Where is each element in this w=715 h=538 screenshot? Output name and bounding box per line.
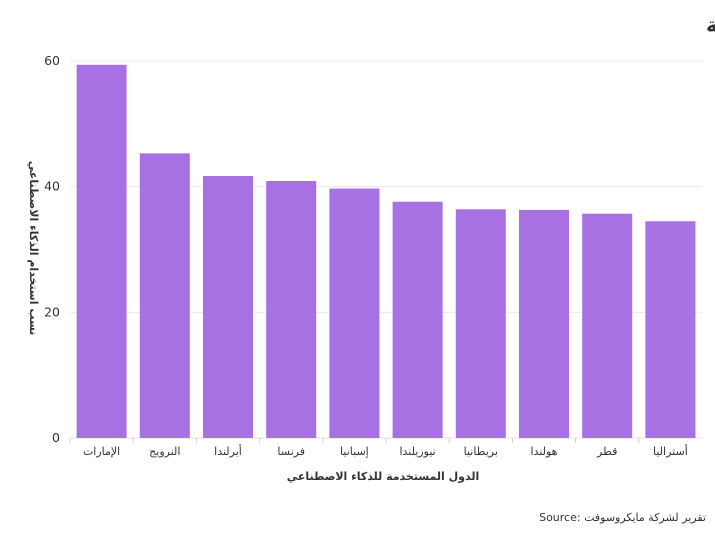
x-tick-label: فرنسا (277, 445, 305, 458)
x-axis-label: الدول المستخدمة للذكاء الاصطناعي (287, 470, 480, 483)
y-tick-label: 0 (52, 430, 60, 445)
bar (76, 64, 127, 439)
y-tick-label: 40 (44, 179, 60, 194)
x-tick-label: نيوزيلندا (399, 445, 435, 458)
chart-title: نسب استخدام الدول للذكاء الاصطناعي - الم… (706, 13, 715, 38)
y-axis-label: نسب استخدام الذكاء الاصطناعي (27, 161, 40, 336)
bar (266, 181, 317, 439)
x-tick-label: الإمارات (83, 445, 120, 458)
source-note: Source: تقرير لشركة مايكروسوفت (539, 511, 706, 524)
x-tick-labels: الإمارات النرويج أيرلندا فرنسا إسبانيا نيوزيل… (69, 438, 688, 458)
bar (645, 221, 696, 438)
bar (519, 209, 569, 438)
x-tick-label: هولندا (531, 445, 558, 458)
x-tick-label: أستراليا (653, 444, 688, 458)
bar (392, 201, 443, 438)
bar (329, 188, 380, 438)
x-tick-label: أيرلندا (214, 444, 242, 458)
x-tick-label: قطر (596, 445, 617, 458)
y-tick-label: 60 (44, 53, 60, 68)
bars (76, 64, 696, 439)
bar (582, 213, 633, 438)
x-tick-label: إسبانيا (340, 445, 369, 458)
bar (139, 153, 190, 439)
bar (455, 209, 506, 438)
y-tick-label: 20 (44, 304, 60, 319)
y-tick-labels: 0 20 40 60 (44, 53, 60, 445)
bar (203, 175, 253, 439)
x-tick-label: بريطانيا (464, 445, 498, 458)
x-tick-label: النرويج (149, 445, 180, 458)
